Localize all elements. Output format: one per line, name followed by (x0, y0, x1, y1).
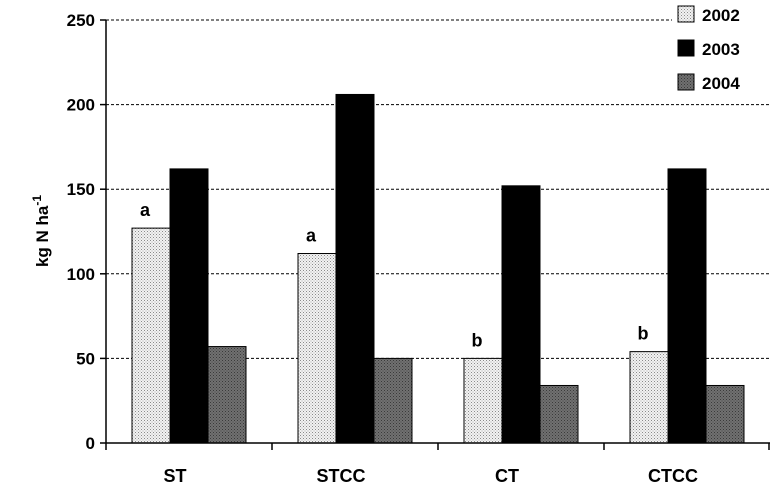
bar-2003-ctcc (667, 168, 707, 444)
bar-2002-ct (463, 357, 503, 444)
bar-2004-ctcc (705, 384, 745, 444)
bar-2003-st (169, 168, 209, 444)
bar-2004-stcc (373, 357, 413, 444)
bar-2002-st (131, 227, 171, 444)
y-axis-label: kg N ha-1 (30, 195, 52, 267)
y-tick-label: 200 (67, 96, 95, 115)
legend-swatch-2002 (677, 5, 695, 23)
y-tick-label: 50 (76, 349, 95, 368)
legend-label-2002: 2002 (702, 6, 740, 25)
significance-letter: a (140, 200, 151, 220)
bar-2004-ct (539, 384, 579, 444)
legend-swatch-2003 (677, 39, 695, 57)
x-tick-label: CT (495, 466, 519, 486)
bar-2002-stcc (297, 252, 337, 444)
legend-swatch-2004 (677, 73, 695, 91)
bar-2003-stcc (335, 93, 375, 444)
significance-letter: b (638, 324, 649, 344)
y-tick-label: 250 (67, 11, 95, 30)
y-axis-label-superscript: -1 (30, 195, 44, 206)
bar-2002-ctcc (629, 351, 669, 444)
x-tick-label: CTCC (648, 466, 698, 486)
legend: 2002 2003 2004 (672, 0, 771, 100)
x-tick-label: STCC (317, 466, 366, 486)
significance-letter: b (472, 330, 483, 350)
legend-label-2004: 2004 (702, 74, 740, 93)
y-tick-label: 0 (86, 434, 95, 453)
y-tick-label: 100 (67, 265, 95, 284)
y-tick-label: 150 (67, 180, 95, 199)
bar-2003-ct (501, 185, 541, 444)
bar-2004-st (207, 346, 247, 444)
significance-letter: a (306, 225, 317, 245)
legend-label-2003: 2003 (702, 40, 740, 59)
x-tick-label: ST (163, 466, 186, 486)
